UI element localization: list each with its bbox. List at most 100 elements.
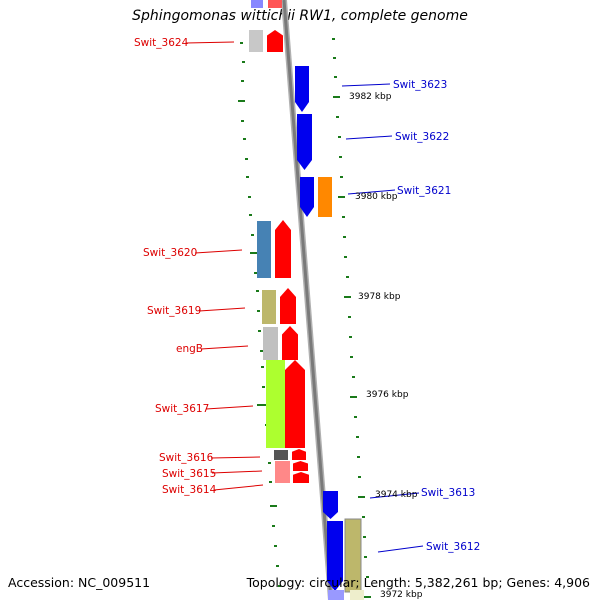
gene-arrow-swit-3617: [285, 360, 305, 448]
tick-mark: [278, 585, 281, 587]
tick-mark: [249, 214, 252, 216]
gene-labels: Swit_3624 Swit_3623 Swit_3622 Swit_3621 Swit…: [134, 37, 480, 553]
leader-line-swit-3622: [345, 135, 393, 140]
tick-mark: [342, 216, 345, 218]
gene-arrow-swit-3624: [267, 30, 283, 52]
tick-mark: [261, 366, 264, 368]
scale-labels: 3982 kbp 3980 kbp 3978 kbp 3976 kbp 3974 kbp…: [349, 92, 423, 600]
major-tick-mark: [338, 196, 345, 198]
tick-mark: [352, 376, 355, 378]
inner-tick-marks: [238, 42, 281, 587]
outer-tick-marks: [332, 38, 371, 598]
gene-features: [249, 0, 364, 600]
gene-label-swit-3620[interactable]: Swit_3620: [143, 247, 197, 259]
gene-block-swit-3620-blue: [257, 221, 271, 278]
tick-mark: [269, 481, 272, 483]
tick-mark: [363, 536, 366, 538]
gene-arrow-swit-3612: [327, 521, 343, 591]
gene-arrow-swit-3620: [275, 220, 291, 278]
tick-mark: [276, 565, 279, 567]
tick-mark: [336, 116, 339, 118]
gene-block-swit-3616-dark: [274, 450, 288, 460]
tick-mark: [257, 310, 260, 312]
gene-block-bottom-blue: [328, 590, 344, 600]
leader-line-swit-3616: [210, 456, 261, 459]
tick-mark: [346, 276, 349, 278]
map-title: Sphingomonas wittichii RW1, complete gen…: [132, 8, 468, 24]
gene-label-swit-3615[interactable]: Swit_3615: [162, 468, 216, 480]
major-tick-mark: [270, 505, 277, 507]
accession-text: Accession: NC_009511: [8, 575, 151, 590]
tick-mark: [251, 234, 254, 236]
tick-label-3978: 3978 kbp: [358, 292, 401, 302]
gene-arrow-swit-3616: [292, 449, 306, 460]
gene-label-engb[interactable]: engB: [176, 343, 203, 355]
gene-label-swit-3614[interactable]: Swit_3614: [162, 484, 217, 496]
gene-arrow-swit-3621: [300, 177, 314, 217]
tick-label-3976: 3976 kbp: [366, 390, 409, 400]
genome-stats-text: Topology: circular; Length: 5,382,261 bp…: [246, 575, 590, 590]
gene-label-swit-3621[interactable]: Swit_3621: [397, 185, 451, 197]
leader-line-swit-3615: [211, 470, 263, 474]
tick-mark: [338, 136, 341, 138]
gene-arrow-swit-3623: [295, 66, 309, 112]
gene-block-swit-3619-khaki: [262, 290, 276, 324]
gene-arrow-engb: [282, 326, 298, 360]
gene-arrow-swit-3622: [297, 114, 312, 170]
leader-line-swit-3621: [347, 189, 396, 195]
tick-mark: [348, 316, 351, 318]
tick-mark: [241, 80, 244, 82]
major-tick-mark: [350, 396, 357, 398]
gene-block-top-blue: [251, 0, 263, 8]
tick-mark: [354, 416, 357, 418]
leader-line-swit-3617: [205, 405, 254, 410]
tick-mark: [333, 57, 336, 59]
gene-label-swit-3612[interactable]: Swit_3612: [426, 541, 480, 553]
gene-block-swit-3621-orange: [318, 177, 332, 217]
tick-mark: [362, 516, 365, 518]
tick-mark: [332, 38, 335, 40]
tick-mark: [274, 545, 277, 547]
major-tick-mark: [364, 596, 371, 598]
tick-label-3982: 3982 kbp: [349, 92, 392, 102]
tick-mark: [243, 138, 246, 140]
major-tick-mark: [344, 296, 351, 298]
tick-mark: [241, 120, 244, 122]
gene-label-swit-3617[interactable]: Swit_3617: [155, 403, 209, 415]
gene-label-swit-3616[interactable]: Swit_3616: [159, 452, 214, 464]
gene-label-swit-3624[interactable]: Swit_3624: [134, 37, 189, 49]
major-tick-mark: [238, 100, 245, 102]
tick-mark: [246, 176, 249, 178]
major-tick-mark: [358, 496, 365, 498]
gene-arrow-swit-3613: [323, 491, 338, 519]
gene-label-swit-3622[interactable]: Swit_3622: [395, 131, 449, 143]
leader-line-swit-3612: [377, 545, 424, 553]
gene-block-swit-3615-pink: [275, 461, 290, 483]
tick-mark: [256, 290, 259, 292]
gene-block-engb-grey: [263, 327, 278, 360]
gene-arrow-swit-3619: [280, 288, 296, 324]
tick-mark: [356, 436, 359, 438]
tick-mark: [268, 462, 271, 464]
tick-mark: [263, 404, 266, 406]
major-tick-mark: [333, 96, 340, 98]
gene-arrow-swit-3615: [293, 461, 308, 471]
tick-mark: [343, 236, 346, 238]
gene-label-swit-3613[interactable]: Swit_3613: [421, 487, 475, 499]
tick-mark: [364, 556, 367, 558]
gene-label-swit-3619[interactable]: Swit_3619: [147, 305, 201, 317]
tick-mark: [272, 525, 275, 527]
tick-mark: [262, 386, 265, 388]
tick-mark: [260, 350, 263, 352]
tick-mark: [340, 176, 343, 178]
tick-mark: [240, 42, 243, 44]
tick-mark: [358, 476, 361, 478]
gene-label-swit-3623[interactable]: Swit_3623: [393, 79, 447, 91]
tick-label-3980: 3980 kbp: [355, 192, 398, 202]
gene-block-swit-3617-lime: [266, 360, 285, 448]
leader-line-swit-3614: [213, 484, 264, 491]
tick-mark: [242, 61, 245, 63]
leader-line-swit-3623: [341, 83, 391, 87]
tick-mark: [366, 576, 369, 578]
